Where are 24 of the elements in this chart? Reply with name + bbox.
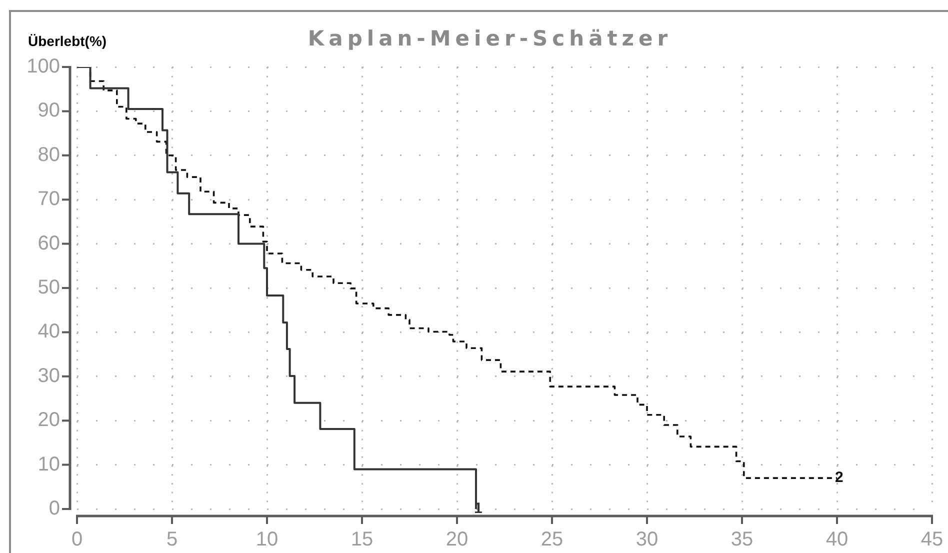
series-label: 2 <box>835 469 844 486</box>
y-tick-label: 100 <box>26 56 60 78</box>
y-axis-title: Überlebt(%) <box>28 32 107 49</box>
x-tick-label: 10 <box>256 528 278 551</box>
y-tick-label: 0 <box>48 498 60 520</box>
x-tick-label: 35 <box>730 528 754 551</box>
x-tick-label: 25 <box>540 528 564 551</box>
y-tick-label: 20 <box>38 409 60 432</box>
x-tick-label: 5 <box>166 528 178 551</box>
x-tick-label: 20 <box>446 528 468 551</box>
y-tick-label: 30 <box>38 364 60 387</box>
y-tick-label: 60 <box>38 232 60 254</box>
y-tick-label: 70 <box>38 188 60 210</box>
x-tick-label: 45 <box>920 528 944 551</box>
y-tick-label: 40 <box>38 320 60 343</box>
y-tick-label: 90 <box>38 100 60 122</box>
y-tick-label: 10 <box>38 453 60 476</box>
x-tick-label: 40 <box>826 528 848 551</box>
y-tick-label: 50 <box>38 276 60 299</box>
y-tick-label: 80 <box>38 144 60 166</box>
x-tick-label: 30 <box>636 528 658 551</box>
chart-title: Kaplan-Meier-Schätzer <box>308 26 672 50</box>
x-tick-label: 0 <box>71 528 83 551</box>
x-tick-label: 15 <box>350 528 374 551</box>
